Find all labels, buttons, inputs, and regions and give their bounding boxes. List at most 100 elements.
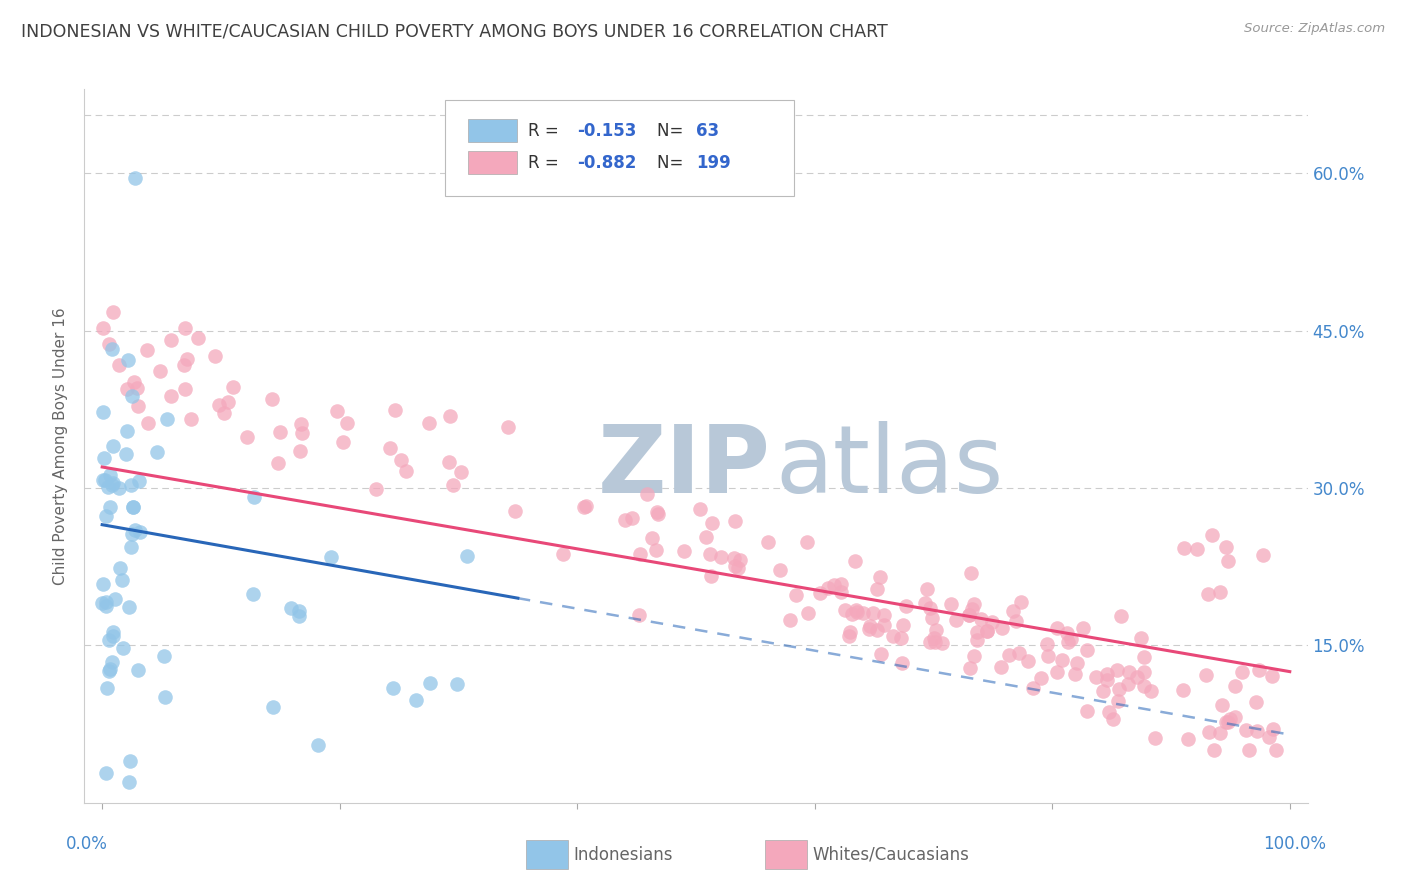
Point — [1246, 723, 1268, 738]
Point — [620, 511, 643, 525]
Point — [366, 483, 388, 497]
Point — [111, 641, 134, 656]
Point — [288, 604, 311, 618]
Point — [332, 434, 354, 449]
Point — [797, 607, 820, 621]
Point — [98, 500, 121, 515]
Point — [1260, 668, 1282, 682]
Point — [98, 337, 121, 351]
Point — [924, 635, 946, 649]
Point — [336, 416, 359, 430]
Point — [728, 553, 751, 567]
Point — [852, 606, 875, 620]
Point — [970, 612, 993, 626]
Point — [1010, 595, 1032, 609]
Text: 199: 199 — [696, 153, 731, 171]
Point — [1008, 646, 1031, 660]
Point — [114, 447, 136, 461]
Point — [862, 606, 884, 620]
Point — [627, 607, 650, 622]
Point — [689, 502, 711, 516]
Point — [1215, 540, 1237, 554]
Point — [217, 395, 239, 409]
Point — [1208, 726, 1230, 740]
Point — [891, 618, 914, 632]
Point — [180, 411, 202, 425]
Point — [97, 480, 120, 494]
Point — [695, 531, 717, 545]
Text: 0.0%: 0.0% — [66, 835, 108, 853]
Point — [212, 406, 235, 420]
Text: -0.153: -0.153 — [578, 121, 637, 139]
Point — [894, 599, 917, 614]
Point — [931, 636, 953, 650]
Point — [1107, 694, 1129, 708]
Point — [963, 597, 986, 611]
Point — [991, 621, 1014, 635]
Point — [104, 591, 127, 606]
Point — [242, 490, 264, 504]
Point — [118, 755, 141, 769]
Point — [173, 358, 195, 372]
Point — [160, 333, 183, 347]
Point — [672, 544, 695, 558]
Point — [503, 504, 526, 518]
Point — [1108, 682, 1130, 697]
Text: Indonesians: Indonesians — [574, 846, 673, 863]
Point — [925, 623, 948, 637]
Point — [1216, 554, 1239, 568]
FancyBboxPatch shape — [446, 100, 794, 196]
Point — [1076, 704, 1098, 718]
Point — [146, 445, 169, 459]
Point — [1143, 731, 1166, 745]
Point — [1244, 696, 1267, 710]
Point — [1209, 584, 1232, 599]
Point — [1092, 684, 1115, 698]
Point — [122, 500, 145, 514]
Point — [94, 595, 117, 609]
Point — [841, 607, 863, 621]
Point — [838, 629, 860, 643]
Point — [1197, 587, 1219, 601]
Point — [1109, 608, 1132, 623]
Point — [91, 473, 114, 487]
Point — [1261, 722, 1284, 736]
Point — [959, 566, 981, 580]
Point — [1198, 725, 1220, 739]
Point — [1035, 637, 1057, 651]
Point — [222, 380, 245, 394]
Text: R =: R = — [529, 153, 564, 171]
Point — [93, 450, 115, 465]
Point — [128, 474, 150, 488]
Point — [101, 655, 124, 669]
Point — [962, 649, 984, 664]
Point — [384, 403, 406, 417]
Point — [939, 597, 962, 611]
Point — [97, 633, 120, 648]
Point — [1211, 698, 1233, 712]
Point — [91, 577, 114, 591]
Point — [107, 358, 129, 372]
Point — [91, 321, 114, 335]
Point — [446, 677, 468, 691]
Point — [1118, 665, 1140, 679]
Point — [998, 648, 1021, 662]
Point — [118, 600, 141, 615]
Point — [100, 477, 122, 491]
Point — [120, 541, 142, 555]
Point — [920, 635, 942, 649]
Point — [575, 500, 598, 514]
Point — [1251, 548, 1274, 562]
Point — [152, 649, 174, 664]
Point — [382, 681, 405, 696]
Point — [266, 456, 288, 470]
Point — [1002, 604, 1025, 618]
Point — [94, 766, 117, 780]
Point — [319, 550, 342, 565]
Point — [290, 417, 312, 431]
Text: -0.882: -0.882 — [578, 153, 637, 171]
Point — [291, 425, 314, 440]
Point — [378, 442, 401, 456]
Point — [817, 581, 839, 595]
Point — [1195, 668, 1218, 682]
